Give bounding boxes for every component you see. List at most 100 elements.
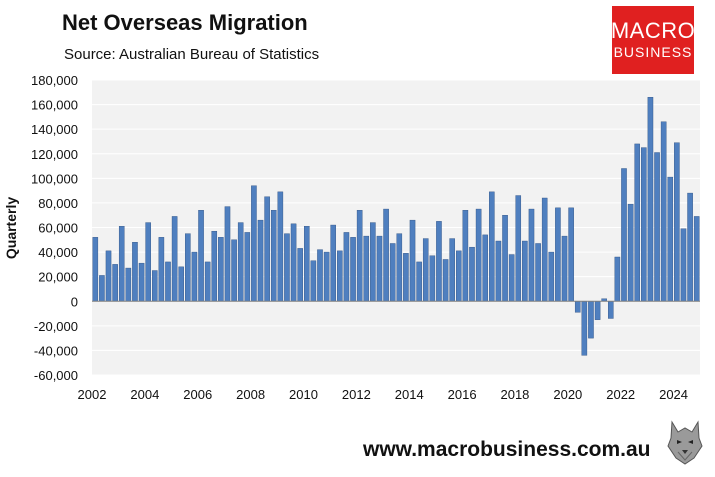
x-tick-label: 2024 [659,387,688,402]
x-tick-label: 2006 [183,387,212,402]
bar [456,250,462,302]
y-tick-label: 20,000 [38,270,78,285]
bar [343,232,350,302]
bar [125,267,132,302]
bar [442,259,449,302]
bar [158,237,165,302]
y-tick-label: -40,000 [34,343,78,358]
bar [356,210,363,302]
bar [667,176,674,302]
x-tick-label: 2016 [448,387,477,402]
bar [502,215,508,302]
bar [290,223,297,302]
y-tick-label: 160,000 [31,98,78,113]
bar [304,226,310,302]
bar [152,270,158,302]
bar [515,195,522,302]
bar [363,235,370,302]
bar [191,251,198,302]
y-tick-label: -60,000 [34,368,78,383]
bar [647,97,654,302]
bar [310,260,317,302]
bar [548,251,555,302]
website-url: www.macrobusiness.com.au [363,438,651,461]
bar [535,243,541,302]
bar [469,246,475,302]
bar [654,152,660,302]
bar [211,230,218,302]
bar [231,239,237,302]
bar [541,197,548,302]
bar [508,254,515,302]
bar [594,301,601,320]
bar [416,261,422,302]
bar [204,261,211,302]
wolf-icon [664,416,706,468]
bar [561,235,568,302]
bar-chart: -60,000 -40,000 -20,000 0 20,000 40,000 60,000… [3,73,700,402]
bar [687,192,693,302]
bar [277,191,284,302]
bar [257,219,264,302]
bar [555,207,561,302]
y-tick-label: 120,000 [31,147,78,162]
bar [350,237,356,302]
bar [270,210,277,302]
bar [264,196,270,302]
bar [528,208,535,302]
x-tick-label: 2022 [606,387,635,402]
y-tick-label: 140,000 [31,122,78,137]
bar [396,233,403,302]
bar [118,226,125,302]
bar [244,232,251,302]
bar [198,210,204,302]
bar [608,301,614,319]
bar [145,222,151,302]
y-tick-label: 60,000 [38,221,78,236]
bar [680,228,687,302]
bar [323,251,330,302]
y-axis-label: Quarterly [3,197,19,259]
logo-text-macro: MACRO [610,18,696,43]
bar [495,240,502,302]
bar [588,301,594,339]
logo-text-business: BUSINESS [613,44,693,60]
bar [178,266,184,302]
bar [389,243,396,302]
x-tick-label: 2018 [500,387,529,402]
bar [297,248,303,302]
bar [522,240,528,302]
bar [376,235,383,302]
bar [475,208,482,302]
bar [165,261,171,302]
bar [105,250,112,302]
bar [284,233,290,302]
bar [251,185,257,302]
bar [449,238,455,302]
bar [409,219,416,302]
bar [660,121,667,302]
macrobusiness-logo: MACRO BUSINESS [610,6,696,74]
x-tick-label: 2008 [236,387,265,402]
bar [641,147,647,302]
bar [621,168,627,302]
bar [627,203,634,302]
x-tick-label: 2014 [395,387,424,402]
bar [337,250,343,302]
bar [614,256,621,302]
y-tick-label: -20,000 [34,319,78,334]
bar [138,262,145,302]
bar [482,234,488,302]
chart-title: Net Overseas Migration [62,10,308,35]
bar [674,142,680,302]
bar [634,143,640,302]
y-tick-label: 180,000 [31,73,78,88]
bar [429,255,436,302]
bar [132,242,138,302]
bar [112,264,118,302]
bar [568,207,574,302]
bar [693,216,700,302]
bar [237,222,244,302]
bar [489,191,495,302]
bar [317,249,323,302]
